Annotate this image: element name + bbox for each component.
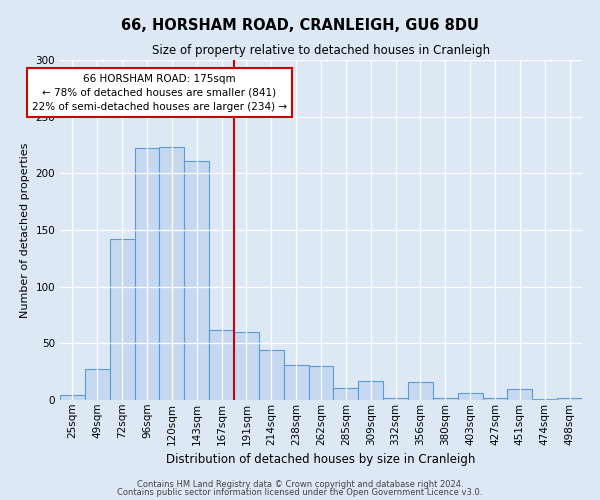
Bar [284, 365, 308, 400]
Bar [383, 398, 408, 400]
Bar [234, 332, 259, 400]
Title: Size of property relative to detached houses in Cranleigh: Size of property relative to detached ho… [152, 44, 490, 58]
Text: 66 HORSHAM ROAD: 175sqm
← 78% of detached houses are smaller (841)
22% of semi-d: 66 HORSHAM ROAD: 175sqm ← 78% of detache… [32, 74, 287, 112]
Bar [557, 398, 582, 400]
Bar [184, 161, 209, 400]
Bar [482, 398, 508, 400]
Bar [508, 388, 532, 400]
Text: 66, HORSHAM ROAD, CRANLEIGH, GU6 8DU: 66, HORSHAM ROAD, CRANLEIGH, GU6 8DU [121, 18, 479, 32]
Bar [334, 388, 358, 400]
Text: Contains HM Land Registry data © Crown copyright and database right 2024.: Contains HM Land Registry data © Crown c… [137, 480, 463, 489]
Bar [358, 380, 383, 400]
Bar [134, 148, 160, 400]
Bar [433, 398, 458, 400]
X-axis label: Distribution of detached houses by size in Cranleigh: Distribution of detached houses by size … [166, 453, 476, 466]
Bar [110, 239, 134, 400]
Bar [308, 366, 334, 400]
Bar [60, 396, 85, 400]
Bar [85, 370, 110, 400]
Text: Contains public sector information licensed under the Open Government Licence v3: Contains public sector information licen… [118, 488, 482, 497]
Bar [209, 330, 234, 400]
Bar [160, 148, 184, 400]
Bar [532, 399, 557, 400]
Bar [259, 350, 284, 400]
Y-axis label: Number of detached properties: Number of detached properties [20, 142, 30, 318]
Bar [408, 382, 433, 400]
Bar [458, 393, 482, 400]
